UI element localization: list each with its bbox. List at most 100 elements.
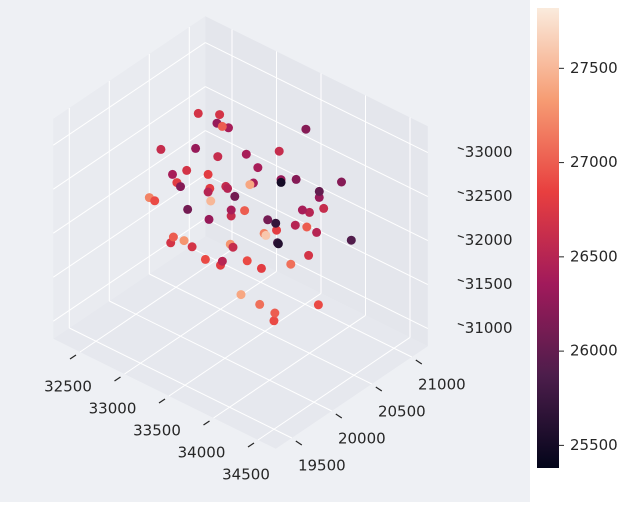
y-tick (295, 440, 303, 446)
point (236, 290, 246, 300)
grid-line (53, 130, 206, 234)
point (242, 256, 252, 266)
point (312, 227, 322, 237)
point (228, 242, 238, 252)
y-tick-label: 21000 (418, 376, 466, 394)
point (256, 263, 266, 273)
point (271, 218, 281, 228)
colorbar-tick-label: 26500 (570, 247, 618, 265)
y-tick (335, 413, 343, 419)
point (270, 308, 280, 318)
z-tick (457, 235, 464, 239)
point (168, 169, 177, 179)
point (337, 177, 346, 187)
point (182, 165, 192, 175)
z-tick-label: 31500 (465, 275, 513, 293)
y-tick-label: 19500 (298, 457, 346, 475)
z-tick-label: 31000 (465, 319, 513, 337)
x-tick (203, 420, 210, 426)
point (179, 236, 189, 246)
point (215, 110, 225, 120)
point (203, 187, 213, 197)
point (253, 163, 263, 173)
x-tick-label: 34500 (222, 466, 270, 484)
z-tick (457, 323, 464, 327)
point (314, 186, 324, 196)
point (297, 205, 307, 215)
point (226, 205, 236, 215)
y-tick (375, 386, 383, 392)
colorbar-tick-label: 25500 (570, 436, 618, 454)
colorbar-tick-label: 27000 (570, 153, 618, 171)
point (291, 174, 301, 184)
point (272, 225, 282, 235)
z-tick (457, 147, 464, 151)
point (273, 239, 283, 249)
grid-line (213, 314, 366, 419)
point (301, 124, 311, 134)
point (240, 206, 250, 216)
x-tick-label: 34000 (178, 444, 226, 462)
z-tick-label: 32500 (465, 187, 513, 205)
y-tick (415, 359, 423, 365)
pane-back (205, 16, 428, 347)
x-tick-label: 33000 (89, 400, 137, 418)
point (290, 220, 300, 230)
point (217, 121, 227, 131)
point (223, 183, 233, 193)
point (241, 149, 251, 159)
colorbar-tick-label: 26000 (570, 342, 618, 360)
grid-line (53, 174, 206, 278)
point (261, 230, 271, 240)
point (302, 222, 312, 232)
y-tick-label: 20000 (338, 430, 386, 448)
point (193, 108, 203, 118)
point (204, 214, 214, 224)
colorbar (537, 8, 559, 468)
x-tick (247, 442, 255, 448)
point (183, 204, 193, 214)
point (187, 242, 197, 252)
grid-line (205, 86, 429, 198)
pane-left (53, 16, 206, 339)
point (263, 215, 273, 225)
grid-line (53, 42, 206, 146)
point (286, 259, 296, 269)
point (313, 300, 323, 310)
grid-line (189, 246, 413, 358)
z-tick (457, 191, 464, 195)
point (319, 203, 329, 213)
x-tick-label: 32500 (44, 378, 92, 396)
colorbar-tick-label: 27500 (570, 59, 618, 77)
grid-line (53, 218, 206, 322)
x-tick (158, 398, 166, 404)
grid-line (205, 218, 429, 330)
grid-line (205, 130, 429, 242)
point (245, 180, 255, 190)
point (255, 299, 265, 309)
point (304, 250, 314, 260)
point (274, 146, 284, 156)
z-tick-label: 32000 (465, 231, 513, 249)
point (191, 143, 201, 153)
point (156, 144, 166, 154)
point (176, 182, 185, 192)
point (217, 256, 227, 266)
point (230, 191, 240, 201)
z-tick (457, 279, 464, 283)
point (305, 207, 314, 217)
grid-line (168, 292, 322, 397)
point (150, 196, 160, 206)
point (168, 232, 178, 242)
point (203, 169, 213, 179)
point (276, 177, 286, 187)
grid-line (257, 336, 411, 441)
grid-line (79, 248, 233, 353)
z-tick-label: 33000 (465, 143, 513, 161)
point (200, 254, 210, 264)
point (206, 196, 216, 206)
x-tick-label: 33500 (133, 422, 181, 440)
y-tick-label: 20500 (378, 403, 426, 421)
x-tick (114, 376, 121, 382)
